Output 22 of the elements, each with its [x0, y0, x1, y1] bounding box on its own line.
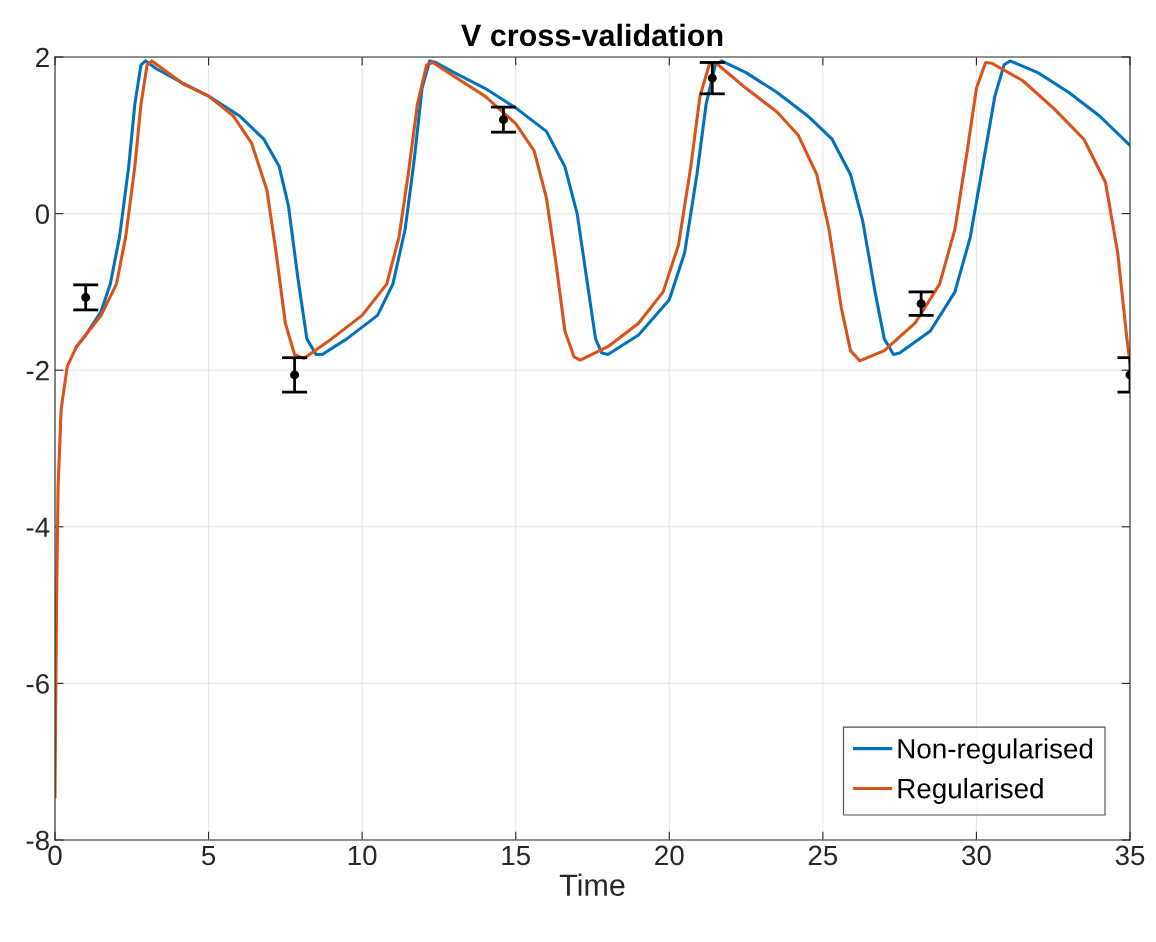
chart-title: V cross-validation — [461, 23, 723, 47]
x-axis-title: Time — [559, 873, 625, 896]
point — [81, 292, 91, 302]
x-tick-label: 5 — [201, 845, 216, 866]
point — [498, 115, 508, 125]
y-tick-label: -4 — [26, 517, 50, 537]
y-tick-label: 2 — [36, 47, 49, 68]
legend-label: Non-regularised — [898, 738, 1093, 765]
x-tick-label: 30 — [962, 845, 991, 866]
y-tick-label: -6 — [26, 674, 49, 694]
y-tick-label: 0 — [35, 204, 50, 224]
y-tick-label: -2 — [26, 360, 49, 381]
y-tick-label: -8 — [26, 830, 49, 851]
x-tick-label: 20 — [655, 845, 684, 866]
point — [916, 299, 926, 309]
point — [707, 73, 717, 83]
x-tick-label: 10 — [348, 845, 377, 866]
point — [290, 370, 300, 380]
x-tick-label: 25 — [808, 845, 838, 866]
legend-label: Regularised — [898, 777, 1043, 804]
x-tick-label: 35 — [1115, 845, 1145, 866]
x-tick-label: 15 — [502, 845, 530, 866]
